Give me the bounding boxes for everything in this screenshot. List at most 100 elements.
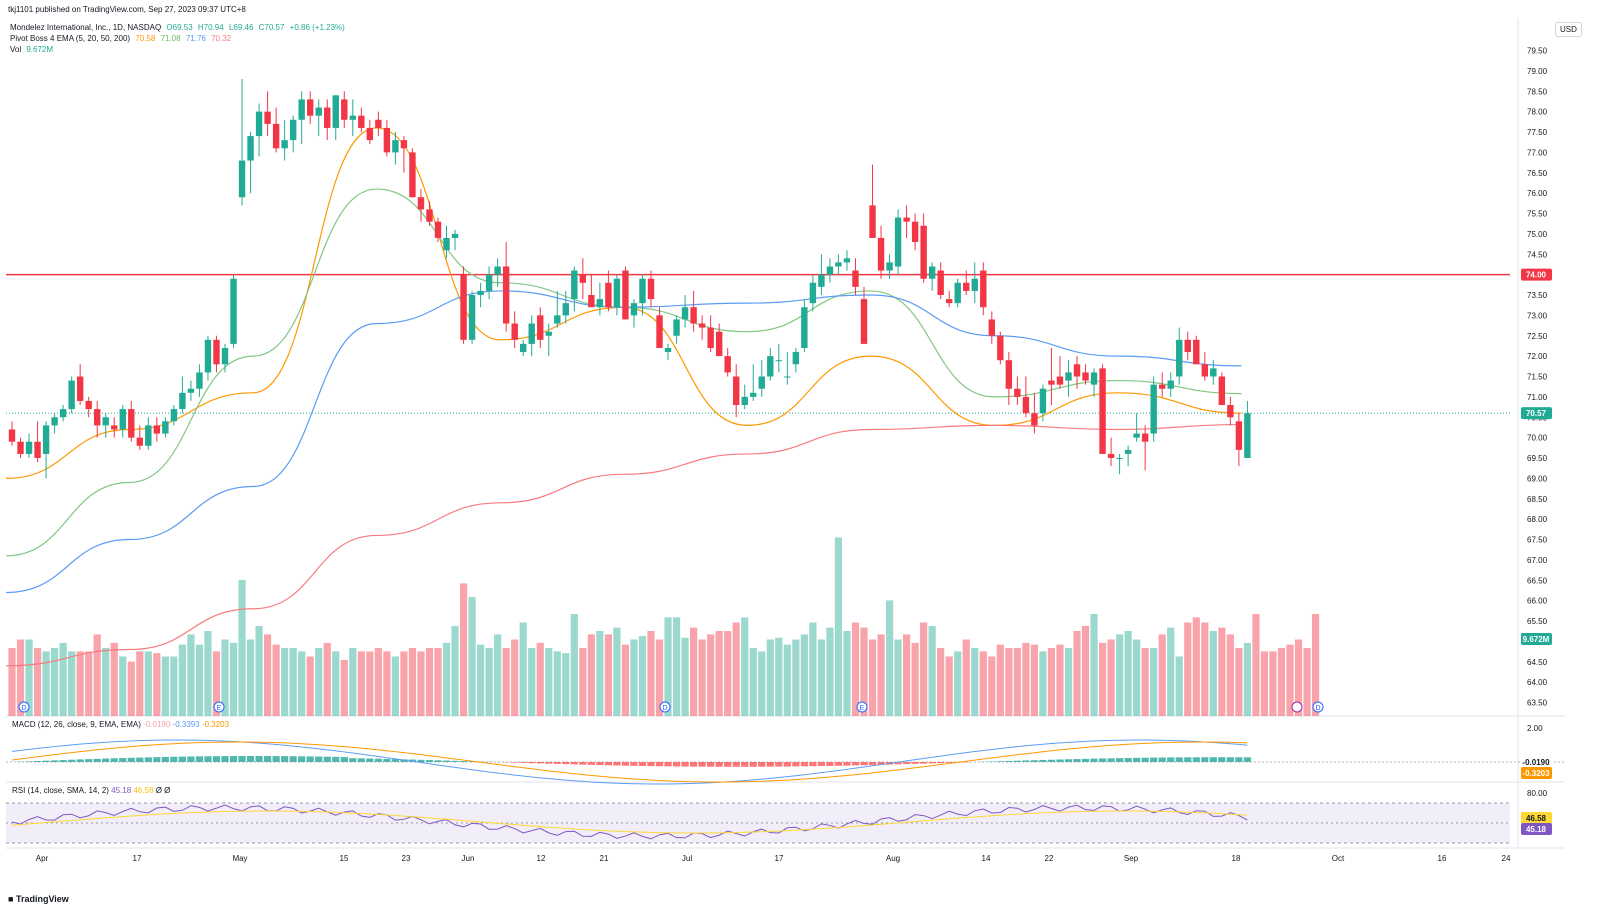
volume-bar	[1235, 648, 1243, 716]
macd-hist-bar	[604, 762, 612, 766]
candle-body	[1124, 449, 1132, 454]
volume-bar	[1081, 625, 1090, 716]
candle-body	[920, 225, 927, 279]
currency-button[interactable]: USD	[1555, 22, 1582, 37]
volume-bar	[1243, 642, 1251, 716]
candle-body	[724, 356, 731, 373]
volume-bar	[979, 651, 987, 716]
macd-hist-bar	[621, 762, 630, 766]
volume-bar	[894, 639, 902, 716]
macd-hist-bar	[1124, 757, 1132, 762]
macd-hist-bar	[1116, 758, 1124, 762]
macd-hist-bar	[153, 757, 161, 762]
volume-bar	[459, 583, 468, 716]
macd-hist-bar	[144, 757, 152, 762]
macd-hist-bar	[212, 756, 221, 762]
volume-bar	[238, 580, 246, 716]
macd-hist-bar	[996, 761, 1004, 762]
macd-hist-bar	[1047, 759, 1056, 762]
volume-bar	[851, 622, 860, 716]
ema-line	[5, 290, 1242, 594]
volume-bar	[153, 653, 161, 716]
volume-bar	[954, 651, 962, 716]
volume-bar	[221, 639, 229, 716]
event-marker	[659, 701, 671, 713]
rsi-title: RSI (14, close, SMA, 14, 2)	[12, 786, 109, 795]
volume-bar	[672, 617, 681, 716]
candle-body	[1159, 384, 1166, 389]
candle-body	[1193, 339, 1200, 365]
volume-bar	[1124, 631, 1132, 716]
candle-body	[826, 266, 834, 275]
candle-body	[690, 307, 697, 324]
vol-title: Vol	[10, 45, 22, 54]
macd-hist-bar	[391, 759, 399, 762]
macd-hist-bar	[536, 762, 544, 764]
macd-hist-bar	[1056, 759, 1064, 762]
candle-body	[528, 323, 535, 344]
volume-bar	[775, 637, 783, 716]
y-tick-label: 71.50	[1527, 373, 1548, 382]
macd-hist-bar	[1175, 757, 1183, 762]
macd-hist-bar	[1158, 757, 1166, 762]
volume-bar	[621, 644, 630, 716]
macd-hist-bar	[570, 762, 578, 765]
macd-hist-bar	[928, 762, 936, 764]
volume-bar	[477, 644, 485, 716]
x-tick-label: Sep	[1124, 854, 1139, 863]
y-tick-label: 66.50	[1527, 576, 1548, 585]
volume-bar	[1226, 634, 1234, 716]
candle-body	[971, 278, 978, 291]
macd-hist-bar	[920, 762, 928, 764]
symbol-title: Mondelez International, Inc., 1D, NASDAQ	[10, 23, 162, 32]
volume-bar	[724, 631, 732, 716]
macd-hist-bar	[93, 758, 101, 762]
candle-body	[417, 197, 425, 210]
tradingview-logo[interactable]: ■ TradingView	[8, 894, 69, 904]
candle-body	[596, 299, 604, 308]
candle-body	[630, 303, 638, 316]
y-tick-label: 73.00	[1527, 311, 1548, 320]
macd-hist-bar	[749, 762, 757, 767]
candle-body	[85, 400, 92, 410]
volume-bar	[1133, 639, 1141, 716]
candle-body	[869, 205, 876, 238]
volume-bar	[76, 651, 84, 716]
candle-body	[502, 266, 510, 324]
volume-bar	[485, 648, 493, 716]
volume-bar	[136, 651, 144, 716]
candle-body	[111, 425, 118, 430]
candle-body	[622, 270, 629, 320]
volume-bar	[698, 639, 706, 716]
macd-hist-bar	[715, 762, 723, 767]
macd-hist-bar	[937, 762, 945, 764]
volume-bar	[655, 639, 664, 716]
macd-hist-bar	[647, 762, 655, 767]
candle-body	[1167, 380, 1174, 389]
volume-bar	[264, 634, 272, 716]
volume-bar	[800, 634, 808, 716]
candle-body	[102, 417, 109, 426]
macd-signal-value: -0.3203	[201, 720, 230, 729]
candle-body	[366, 127, 374, 141]
macd-hist-bar	[170, 756, 178, 762]
volume-bar	[357, 651, 365, 716]
macd-hist-bar	[724, 762, 732, 767]
symbol-legend: Mondelez International, Inc., 1D, NASDAQ…	[10, 22, 348, 33]
macd-line-value: -0.3393	[172, 720, 200, 729]
event-marker-label: D	[21, 705, 26, 712]
volume-bar	[937, 648, 945, 716]
candle-body	[1201, 364, 1208, 377]
macd-hist-bar	[732, 762, 740, 767]
y-tick-label: 72.50	[1527, 332, 1548, 341]
macd-hist-bar	[255, 756, 263, 762]
volume-bar	[1184, 622, 1192, 716]
macd-hist-bar	[425, 760, 434, 762]
candle-body	[221, 347, 229, 365]
candle-body	[170, 409, 178, 422]
y-tick-label: 69.00	[1527, 474, 1548, 483]
volume-bar	[638, 636, 647, 716]
rsi-sma-label: 46.58	[1526, 814, 1547, 823]
rsi-value: 45.18	[111, 786, 132, 795]
